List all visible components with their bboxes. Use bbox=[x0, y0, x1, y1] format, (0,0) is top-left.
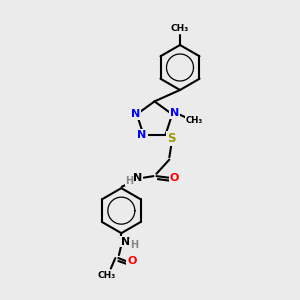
Text: H: H bbox=[130, 239, 138, 250]
Text: O: O bbox=[170, 172, 179, 183]
Text: CH₃: CH₃ bbox=[171, 24, 189, 33]
Text: S: S bbox=[167, 132, 176, 145]
Text: H: H bbox=[125, 176, 134, 186]
Text: N: N bbox=[121, 236, 130, 247]
Text: N: N bbox=[170, 108, 179, 118]
Text: N: N bbox=[133, 172, 142, 183]
Text: CH₃: CH₃ bbox=[97, 271, 116, 280]
Text: CH₃: CH₃ bbox=[186, 116, 203, 125]
Text: N: N bbox=[137, 130, 147, 140]
Text: O: O bbox=[127, 256, 136, 266]
Text: N: N bbox=[131, 109, 140, 119]
